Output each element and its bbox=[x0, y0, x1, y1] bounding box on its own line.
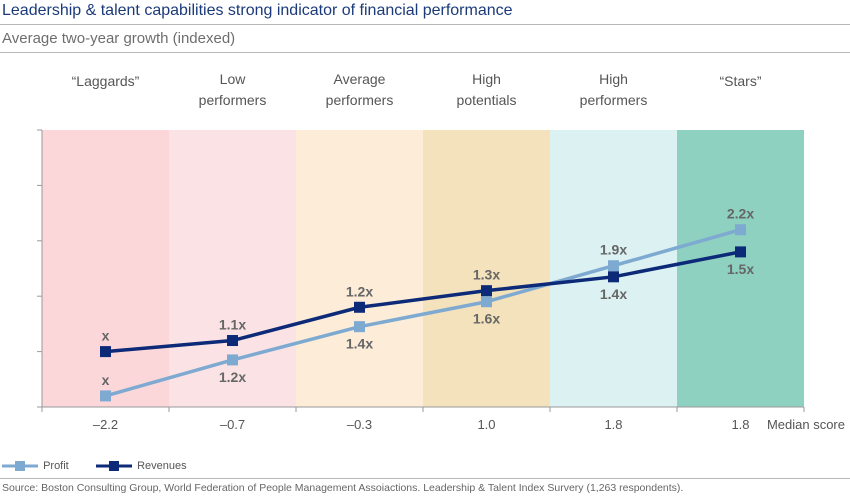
subtitle-divider bbox=[0, 52, 850, 53]
data-label-revenues: 1.2x bbox=[346, 283, 373, 299]
title-divider bbox=[0, 24, 850, 25]
category-label: “Stars” bbox=[720, 73, 762, 89]
line-chart: “Laggards” Low performers Average performers… bbox=[37, 71, 845, 432]
data-point-revenues bbox=[608, 271, 619, 283]
series-line-profit bbox=[105, 228, 741, 398]
series-line-revenues bbox=[105, 250, 741, 354]
data-point-revenues bbox=[481, 285, 492, 297]
performance-band bbox=[169, 130, 296, 407]
data-point-profit bbox=[608, 260, 619, 272]
chart-subtitle: Average two-year growth (indexed) bbox=[2, 30, 236, 47]
data-point-revenues bbox=[227, 335, 238, 347]
data-label-revenues: 1.4x bbox=[600, 286, 627, 302]
median-score-label: 1.8 bbox=[731, 417, 749, 432]
data-label-revenues: 1.5x bbox=[727, 261, 754, 277]
median-score-label: –2.2 bbox=[93, 417, 118, 432]
data-label-revenues: x bbox=[102, 328, 110, 344]
legend-item-profit: Profit bbox=[0, 460, 69, 472]
category-label: Average performers bbox=[326, 71, 394, 108]
median-score-label: –0.3 bbox=[347, 417, 372, 432]
data-point-profit bbox=[227, 354, 238, 366]
median-score-label: –0.7 bbox=[220, 417, 245, 432]
category-label: Low performers bbox=[199, 71, 267, 108]
legend-label-profit: Profit bbox=[43, 460, 69, 472]
data-label-revenues: 1.1x bbox=[219, 317, 246, 333]
chart-title: Leadership & talent capabilities strong … bbox=[2, 2, 513, 19]
profit-legend-swatch bbox=[2, 461, 38, 472]
data-label-profit: 1.9x bbox=[600, 242, 627, 258]
data-point-revenues bbox=[354, 301, 365, 313]
data-point-profit bbox=[481, 296, 492, 308]
data-label-profit: 1.4x bbox=[346, 336, 373, 352]
category-label: High potentials bbox=[457, 71, 517, 108]
performance-band bbox=[423, 130, 550, 407]
category-label: High performers bbox=[580, 71, 648, 108]
revenues-legend-swatch bbox=[96, 461, 132, 472]
performance-band bbox=[42, 130, 169, 407]
data-point-profit bbox=[735, 224, 746, 236]
performance-band bbox=[296, 130, 423, 407]
median-score-label: 1.0 bbox=[477, 417, 495, 432]
category-label: “Laggards” bbox=[72, 73, 140, 89]
data-point-revenues bbox=[100, 346, 111, 358]
source-divider bbox=[0, 478, 850, 479]
data-point-profit bbox=[354, 321, 365, 333]
data-point-profit bbox=[100, 390, 111, 402]
legend-item-revenues: Revenues bbox=[94, 460, 187, 472]
legend-label-revenues: Revenues bbox=[137, 460, 187, 472]
data-label-profit: 1.2x bbox=[219, 369, 246, 385]
median-score-label: 1.8 bbox=[604, 417, 622, 432]
data-label-profit: x bbox=[102, 372, 110, 388]
data-point-revenues bbox=[735, 246, 746, 258]
source-note: Source: Boston Consulting Group, World F… bbox=[2, 482, 684, 494]
x-axis-label: Median score bbox=[767, 417, 845, 432]
data-label-revenues: 1.3x bbox=[473, 267, 500, 283]
data-label-profit: 1.6x bbox=[473, 311, 500, 327]
data-label-profit: 2.2x bbox=[727, 206, 754, 222]
performance-band bbox=[677, 130, 804, 407]
